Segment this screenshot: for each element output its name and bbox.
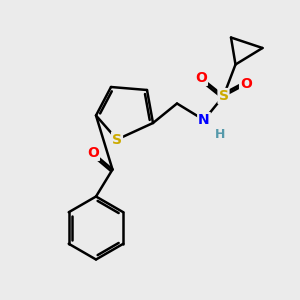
Text: H: H — [215, 128, 226, 142]
Text: N: N — [198, 113, 210, 127]
Text: O: O — [195, 71, 207, 85]
Text: O: O — [240, 77, 252, 91]
Text: S: S — [218, 89, 229, 103]
Text: S: S — [112, 133, 122, 146]
Text: O: O — [87, 146, 99, 160]
